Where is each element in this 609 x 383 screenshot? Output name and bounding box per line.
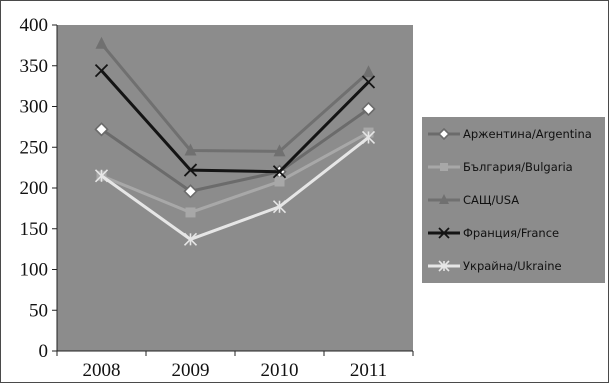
data-point-2 — [185, 207, 196, 218]
y-tick-label: 250 — [20, 137, 49, 158]
y-tick-label: 0 — [39, 341, 49, 362]
data-point-3 — [95, 36, 108, 49]
series-line-1 — [100, 107, 370, 193]
x-tick-label: 2010 — [261, 360, 299, 381]
data-point-3 — [273, 144, 286, 157]
data-point-4 — [272, 165, 287, 179]
series-line-3 — [100, 42, 370, 153]
y-tick-label: 200 — [20, 178, 49, 199]
data-point-4 — [94, 64, 109, 78]
data-point-5 — [361, 130, 376, 145]
data-point-4 — [183, 163, 198, 177]
y-tick-label: 300 — [20, 97, 49, 118]
y-tick-label: 150 — [20, 219, 49, 240]
y-tick-label: 50 — [29, 300, 48, 321]
legend-marker — [439, 194, 449, 204]
legend-label: Аржентина/Argentina — [463, 127, 592, 141]
data-point-1 — [94, 122, 109, 137]
y-tick-label: 350 — [20, 56, 49, 77]
data-point-1 — [183, 184, 198, 199]
data-point-4 — [361, 75, 376, 89]
legend-label: Франция/France — [463, 226, 559, 240]
legend-marker — [438, 227, 450, 239]
data-point-2 — [274, 176, 285, 187]
data-point-3 — [362, 65, 375, 78]
series-line-4 — [100, 69, 370, 174]
legend-label: Украйна/Ukraine — [463, 259, 562, 273]
x-tick-label: 2011 — [350, 360, 387, 381]
x-tick-label: 2009 — [172, 360, 210, 381]
y-tick-label: 400 — [20, 15, 49, 36]
y-tick-label: 100 — [20, 260, 49, 281]
legend-marker — [437, 127, 451, 141]
series-line-2 — [100, 131, 370, 214]
data-point-1 — [361, 101, 376, 117]
data-point-3 — [184, 143, 197, 156]
data-point-5 — [94, 169, 109, 183]
series-line-5 — [100, 136, 370, 241]
legend-label: САЩ/USA — [463, 193, 519, 207]
legend-marker — [438, 260, 450, 272]
data-point-5 — [272, 200, 287, 214]
x-tick-label: 2008 — [83, 360, 121, 381]
data-point-5 — [183, 232, 198, 246]
plot-area — [57, 25, 413, 351]
legend-label: България/Bulgaria — [463, 160, 573, 174]
legend-marker — [440, 163, 448, 171]
